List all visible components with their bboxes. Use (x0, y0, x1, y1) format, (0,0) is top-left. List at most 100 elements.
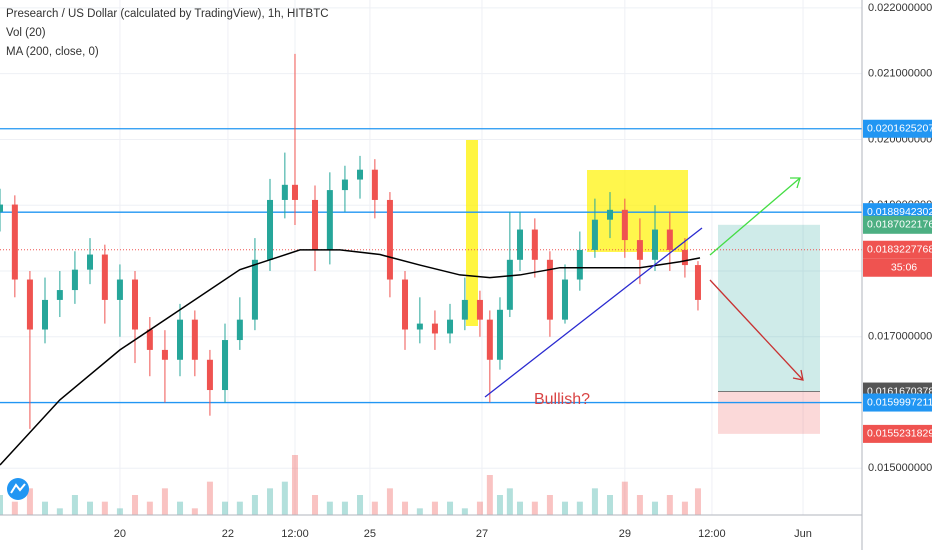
y-tick-label: 0.0220000000 (868, 2, 932, 14)
price-label-box (863, 240, 932, 259)
volume-bar (651, 501, 658, 515)
candle-body (251, 259, 258, 320)
price-label: 0.0188942302 (867, 206, 932, 218)
highlight-box (587, 170, 688, 252)
candle-body (56, 290, 63, 300)
drawings-front (484, 177, 804, 398)
y-tick-label: 0.0150000000 (868, 462, 932, 474)
volume-bar (531, 501, 538, 515)
volume-bar (291, 455, 298, 515)
volume-bar (506, 488, 513, 515)
volume-bar (371, 501, 378, 515)
volume-bar (326, 501, 333, 515)
price-label: 0.0187022176 (867, 219, 932, 231)
volume-bar (71, 495, 78, 515)
volume-bar (476, 501, 483, 515)
volume-bar (591, 488, 598, 515)
volume-bar (694, 488, 701, 515)
candle-body (546, 259, 553, 320)
stop-zone (718, 391, 820, 434)
countdown-box (863, 258, 932, 277)
x-tick-label: 12:00 (698, 528, 726, 540)
volume-bar (516, 501, 523, 515)
volume-bar (146, 501, 153, 515)
target-zone (718, 224, 820, 392)
chart-title: Presearch / US Dollar (calculated by Tra… (6, 8, 329, 20)
volume-bar (447, 501, 454, 515)
candle-body (447, 319, 454, 334)
candle-body (681, 249, 688, 266)
candle-body (206, 359, 213, 391)
x-tick-label: 29 (619, 528, 631, 540)
candle-body (0, 204, 3, 212)
candles (0, 53, 701, 466)
y-tick-label: 0.0210000000 (868, 68, 932, 80)
volume-bar (431, 501, 438, 515)
price-label-box (863, 393, 932, 412)
indicator-label: MA (200, close, 0) (6, 46, 99, 58)
volume-bar (496, 495, 503, 515)
volume-bar (621, 481, 628, 515)
volume-bar (312, 495, 319, 515)
volume-bar (87, 501, 94, 515)
volume-bar (461, 508, 468, 515)
grid (0, 0, 862, 515)
price-label: 0.0201625207 (867, 123, 932, 135)
candle-body (42, 299, 49, 330)
candle-body (326, 190, 333, 250)
price-label-box (863, 119, 932, 138)
volume-bar (101, 501, 108, 515)
candle-body (312, 199, 319, 250)
x-tick-label: 25 (364, 528, 376, 540)
highlight-box (466, 140, 478, 326)
candle-body (161, 349, 168, 360)
annotation: Bullish? (534, 391, 590, 408)
volume-bar (222, 501, 229, 515)
volume-bar (251, 495, 258, 515)
arrow-head (790, 177, 801, 189)
candle-body (516, 229, 523, 260)
candle-body (476, 299, 483, 320)
candle-body (357, 169, 364, 180)
volume-bar (486, 475, 493, 515)
candle-body (506, 259, 513, 310)
candle-body (132, 279, 139, 330)
candle-body (281, 184, 288, 200)
volume-bar (177, 501, 184, 515)
candle-body (496, 309, 503, 360)
candle-body (116, 279, 123, 300)
x-tick-label: 27 (476, 528, 488, 540)
volume-bar (42, 501, 49, 515)
volume-bar (402, 501, 409, 515)
candle-body (416, 323, 423, 330)
candle-body (666, 229, 673, 250)
volume-bar (341, 501, 348, 515)
arrow (709, 177, 801, 256)
candle-body (191, 319, 198, 360)
drawings-back (0, 128, 862, 434)
candle-body (341, 179, 348, 191)
candle-body (222, 340, 229, 391)
volume-bar (116, 508, 123, 515)
indicator-label: Vol (20) (6, 27, 46, 39)
volume-layer (0, 455, 701, 515)
axis-layer: 0.02200000000.02100000000.02000000000.01… (114, 2, 932, 540)
volume-bar (561, 501, 568, 515)
candle-body (11, 204, 18, 280)
x-tick-label: Jun (794, 528, 812, 540)
volume-bar (0, 495, 3, 515)
volume-bar (666, 495, 673, 515)
volume-bar (206, 481, 213, 515)
moving-average (0, 249, 701, 466)
candle-body (636, 240, 643, 260)
candle-body (386, 199, 393, 280)
y-tick-label: 0.0170000000 (868, 331, 932, 343)
x-tick-label: 12:00 (281, 528, 309, 540)
volume-bar (11, 501, 18, 515)
candle-body (576, 249, 583, 280)
candle-body (402, 279, 409, 330)
candle-body (591, 219, 598, 250)
candle-body (236, 319, 243, 341)
volume-bar (416, 508, 423, 515)
price-label: 0.0183227768 (867, 244, 932, 256)
